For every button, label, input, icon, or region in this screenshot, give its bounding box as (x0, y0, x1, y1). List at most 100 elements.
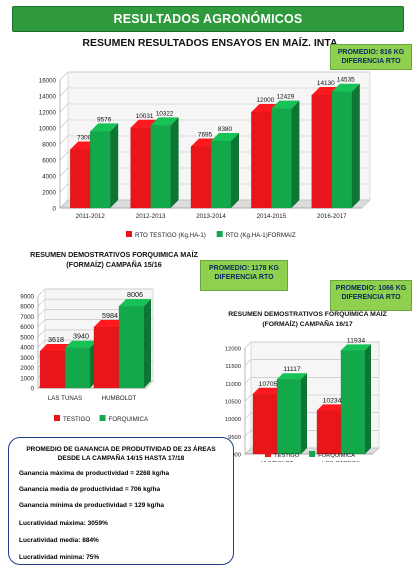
bar (39, 350, 66, 389)
data-label: 12429 (277, 94, 295, 101)
legend-label: TESTIGO (274, 453, 300, 459)
y-tick-label: 0 (31, 386, 35, 393)
legend-swatch (54, 415, 60, 421)
bar (316, 410, 342, 455)
bar-top (271, 100, 300, 109)
bar (70, 149, 91, 209)
x-tick-label: 2012-2013 (136, 213, 166, 220)
bar-top (119, 299, 151, 307)
bar (130, 127, 151, 209)
bar (252, 393, 278, 455)
summary-box: PROMEDIO DE GANANCIA DE PRODUTIVIDAD DE … (8, 437, 234, 565)
bar-top (317, 404, 347, 411)
y-tick-label: 6000 (20, 324, 34, 331)
bar-top (211, 132, 239, 141)
x-tick-label: 2011-2012 (76, 213, 106, 220)
data-label: 7695 (198, 131, 213, 138)
page-banner: RESULTADOS AGRONÓMICOS (12, 6, 404, 32)
gridline (244, 341, 379, 349)
bar-top (331, 83, 360, 92)
gridline (59, 71, 370, 81)
data-label: 9576 (97, 116, 112, 123)
y-tick-label: 9000 (20, 294, 34, 301)
bar-side (291, 100, 300, 208)
banner-title: RESULTADOS AGRONÓMICOS (113, 12, 303, 26)
data-label: 14535 (337, 77, 355, 84)
legend-swatch (216, 231, 223, 237)
data-label: 10705 (259, 381, 278, 388)
bar-side (351, 83, 360, 208)
data-label: 11934 (347, 337, 366, 344)
bar-top (65, 340, 97, 348)
bar (90, 131, 111, 209)
y-tick-label: 10000 (39, 126, 57, 133)
bar (93, 326, 120, 389)
gridline (59, 87, 370, 97)
legend-swatch (309, 451, 316, 457)
gridline (37, 319, 153, 327)
y-tick-label: 1000 (20, 375, 34, 382)
data-label: 10031 (136, 113, 154, 120)
data-label: 7308 (77, 135, 92, 142)
bar (271, 108, 292, 209)
bar-top (94, 319, 126, 327)
chart1-title: RESUMEN RESULTADOS ENSAYOS EN MAÍZ. INTA (82, 37, 338, 49)
y-tick-label: 10000 (225, 417, 241, 423)
bar (118, 306, 145, 389)
data-label: 10322 (156, 110, 174, 117)
data-label: 3940 (73, 332, 89, 341)
data-label: 8006 (127, 290, 143, 299)
data-label: 11117 (283, 366, 301, 373)
x-tick-label: 2014-2015 (257, 213, 287, 220)
gridline (244, 394, 379, 402)
chart3: 9000 9500 10000 10500 11000 11500 12000 HUMBOLD… (225, 337, 380, 462)
data-label: 3618 (48, 335, 64, 344)
legend-label: RTO TESTIGO (Kg.HA-1) (135, 232, 206, 239)
chart2-callout: PROMEDIO: 1178 KG DIFERENCIA RTO (200, 260, 288, 291)
summary-item: Lucratividad media: 884% (19, 537, 99, 544)
summary-item: Ganancia mínima de productividad = 129 k… (19, 502, 165, 509)
bar (331, 91, 352, 209)
bar-side (144, 299, 151, 388)
x-tick-label: HUMBOLDT (261, 461, 294, 462)
y-tick-label: 2000 (20, 365, 34, 372)
legend-swatch (99, 415, 106, 421)
bar (311, 94, 332, 209)
gridline (244, 359, 379, 366)
gridline (37, 288, 153, 297)
chart1: 0 2000 4000 6000 8000 10000 12000 14000 16000 201… (39, 71, 371, 239)
bar (150, 125, 171, 209)
bar-top (253, 387, 283, 394)
y-tick-label: 5000 (20, 334, 34, 341)
legend-swatch (265, 451, 271, 457)
x-tick-label: LAS TUNAS (48, 395, 82, 402)
x-tick-label: 2016-2017 (317, 213, 347, 220)
x-tick-label: LOS CARDOS (322, 461, 360, 462)
y-tick-label: 10500 (225, 400, 241, 406)
y-tick-label: 6000 (42, 158, 56, 165)
chart2-title: RESUMEN DEMOSTRATIVOS FORQUIMICA MAÍZ (F… (30, 250, 198, 269)
summary-item: Ganancia media de productividad = 706 kg… (19, 486, 161, 493)
summary-item: Ganancia máxima de productividad = 2268 … (19, 470, 170, 477)
bar-side (170, 117, 179, 208)
legend-label: TESTIGO (63, 416, 90, 423)
bar-top (277, 373, 307, 380)
y-tick-label: 3000 (20, 355, 34, 362)
summary-heading: PROMEDIO DE GANANCIA DE PRODUTIVIDAD DE … (26, 446, 216, 462)
y-tick-label: 0 (53, 206, 57, 213)
y-tick-label: 16000 (39, 78, 57, 85)
bar-top (341, 344, 371, 351)
y-tick-label: 8000 (42, 142, 56, 149)
bar (276, 379, 302, 455)
y-tick-label: 12000 (225, 347, 241, 353)
chart2: 0 1000 2000 3000 4000 5000 6000 7000 8000 9000 LAS… (20, 288, 154, 423)
legend-label: FORQUIMICA (318, 453, 355, 459)
bar (210, 140, 232, 209)
gridline (37, 298, 153, 307)
bar (251, 111, 272, 209)
chart3-callout: PROMEDIO: 1066 KG DIFERENCIA RTO (330, 280, 412, 311)
data-label: 12000 (257, 97, 275, 104)
y-tick-label: 12000 (39, 110, 57, 117)
y-tick-label: 14000 (39, 94, 57, 101)
chart3-title: RESUMEN DEMOSTRATIVOS FORQUIMICA MAÍZ (F… (228, 311, 387, 328)
